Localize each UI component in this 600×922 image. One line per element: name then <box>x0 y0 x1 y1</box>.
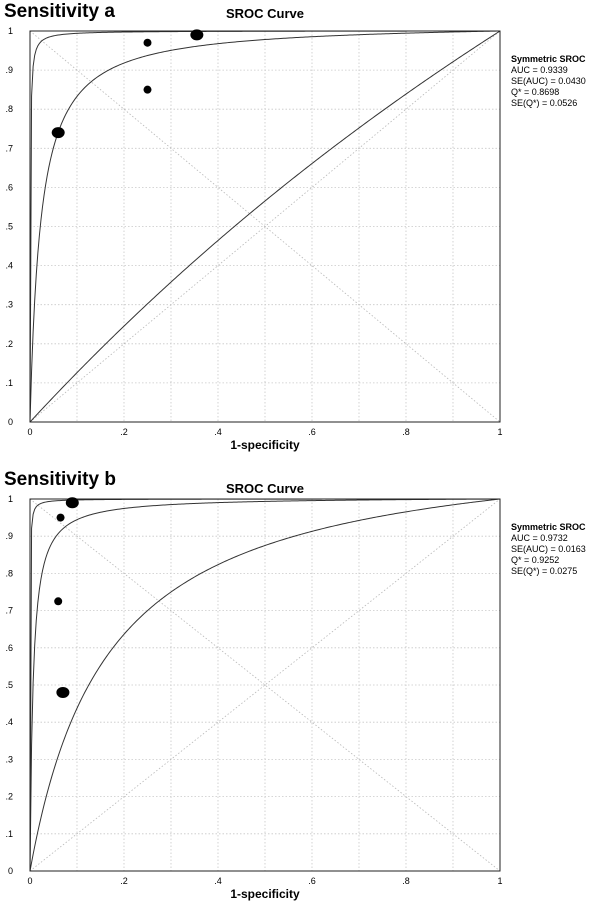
stats-se-auc: SE(AUC) = 0.0430 <box>511 76 586 86</box>
y-tick-label: .5 <box>5 680 13 690</box>
plot-area: 0 .1 .2 .3 .4 .5 .6 .7 .8 .9 1 0 .2 .4 .6 .8 1 <box>5 494 502 886</box>
plot-frame <box>29 498 501 872</box>
y-tick-label: .1 <box>5 829 13 839</box>
y-tick-label: 0 <box>8 866 13 876</box>
sroc-curve <box>29 30 501 423</box>
y-tick-label: 1 <box>8 494 13 504</box>
y-tick-label: .1 <box>5 378 13 388</box>
x-tick-label: .8 <box>402 876 410 886</box>
chart-title: SROC Curve <box>226 481 304 496</box>
x-tick-label: .4 <box>214 876 222 886</box>
stats-q-star: Q* = 0.8698 <box>511 87 559 97</box>
y-tick-label: .4 <box>5 261 13 271</box>
stats-se-q-star: SE(Q*) = 0.0526 <box>511 98 577 108</box>
y-tick-label: .3 <box>5 300 13 310</box>
x-tick-label: 0 <box>27 427 32 437</box>
stats-auc: AUC = 0.9339 <box>511 65 568 75</box>
y-tick-label: .3 <box>5 754 13 764</box>
y-tick-label: 0 <box>8 417 13 427</box>
y-tick-label: .4 <box>5 717 13 727</box>
plot-area: 0 .1 .2 .3 .4 .5 .6 .7 .8 .9 1 0 .2 .4 .6 .8 1 <box>5 26 502 437</box>
x-tick-label: .6 <box>308 876 316 886</box>
y-tick-label: .9 <box>5 65 13 75</box>
chart-title: SROC Curve <box>226 6 304 21</box>
x-axis-label: 1-specificity <box>230 438 300 452</box>
sroc-lower-bound <box>29 30 501 423</box>
x-tick-label: .2 <box>120 876 128 886</box>
y-tick-label: .9 <box>5 531 13 541</box>
study-point <box>190 29 204 41</box>
stats-auc: AUC = 0.9732 <box>511 533 568 543</box>
x-tick-label: 1 <box>497 876 502 886</box>
study-point <box>54 597 63 606</box>
study-point <box>56 686 70 698</box>
y-tick-label: .8 <box>5 568 13 578</box>
x-axis-label: 1-specificity <box>230 887 300 901</box>
stats-se-q-star: SE(Q*) = 0.0275 <box>511 566 577 576</box>
panel-label: Sensitivity b <box>4 469 116 490</box>
grid <box>30 499 500 871</box>
study-point <box>143 38 152 47</box>
x-tick-label: .2 <box>120 427 128 437</box>
y-tick-label: .2 <box>5 792 13 802</box>
x-tick-label: .4 <box>214 427 222 437</box>
study-point <box>51 127 65 139</box>
study-point <box>65 497 79 509</box>
chart-panel-b: Sensitivity b SROC Curve 1-specificity S… <box>0 468 600 922</box>
y-tick-label: .6 <box>5 643 13 653</box>
stats-title: Symmetric SROC <box>511 522 586 532</box>
sroc-lower-bound <box>29 498 501 872</box>
study-point <box>143 85 152 94</box>
study-point <box>56 513 65 522</box>
y-tick-label: .7 <box>5 143 13 153</box>
stats-q-star: Q* = 0.9252 <box>511 555 559 565</box>
y-tick-label: .8 <box>5 104 13 114</box>
y-tick-label: .2 <box>5 339 13 349</box>
x-tick-label: 1 <box>497 427 502 437</box>
plot-frame <box>29 30 501 423</box>
sroc-chart-a: Sensitivity a SROC Curve 1-specificity S… <box>4 1 586 452</box>
symmetry-diagonal <box>29 30 501 423</box>
y-tick-label: 1 <box>8 26 13 36</box>
y-tick-label: .7 <box>5 606 13 616</box>
x-tick-label: 0 <box>27 876 32 886</box>
chart-panel-a: Sensitivity a SROC Curve 1-specificity S… <box>0 0 600 454</box>
stats-title: Symmetric SROC <box>511 54 586 64</box>
x-tick-label: .6 <box>308 427 316 437</box>
stats-se-auc: SE(AUC) = 0.0163 <box>511 544 586 554</box>
sroc-chart-b: Sensitivity b SROC Curve 1-specificity S… <box>4 469 586 901</box>
y-tick-label: .5 <box>5 222 13 232</box>
x-tick-label: .8 <box>402 427 410 437</box>
panel-label: Sensitivity a <box>4 1 115 22</box>
y-tick-label: .6 <box>5 182 13 192</box>
